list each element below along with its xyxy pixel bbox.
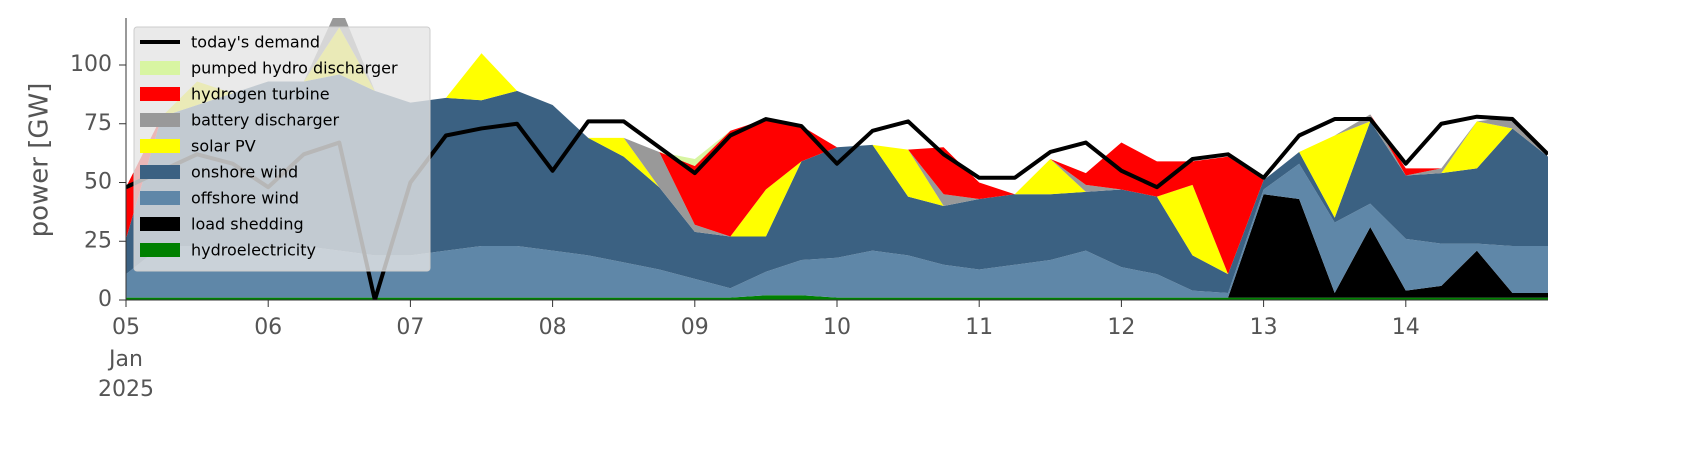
x-sublabel: Jan (107, 347, 143, 372)
x-tick-label: 05 (112, 315, 140, 340)
legend-swatch (140, 165, 180, 179)
plot-area (126, 18, 1548, 300)
x-tick-label: 08 (539, 315, 567, 340)
y-axis-label: power [GW] (25, 83, 55, 238)
legend-label: onshore wind (191, 163, 298, 182)
x-sublabel: 2025 (98, 377, 154, 402)
legend-swatch (140, 139, 180, 153)
x-tick-label: 07 (396, 315, 424, 340)
y-tick-label: 25 (84, 228, 112, 253)
x-tick-label: 13 (1250, 315, 1278, 340)
legend-swatch (140, 113, 180, 127)
legend-swatch (140, 243, 180, 257)
legend-box (133, 26, 431, 272)
legend-swatch (140, 217, 180, 231)
legend-label: pumped hydro discharger (191, 59, 398, 78)
y-tick-label: 75 (84, 111, 112, 136)
legend-label: battery discharger (191, 111, 339, 130)
y-tick-label: 50 (84, 170, 112, 195)
legend: today's demand pumped hydro discharger hyd… (133, 26, 431, 272)
legend-label: load shedding (191, 215, 304, 234)
y-tick-label: 100 (70, 52, 112, 77)
legend-swatch (140, 191, 180, 205)
area (126, 194, 1548, 298)
legend-label: hydroelectricity (191, 241, 316, 260)
x-tick-label: 09 (681, 315, 709, 340)
area (126, 27, 1548, 275)
x-tick-label: 11 (965, 315, 993, 340)
y-tick-label: 0 (98, 287, 112, 312)
area (126, 163, 1548, 298)
x-tick-label: 14 (1392, 315, 1420, 340)
legend-swatch (140, 87, 180, 101)
legend-label: offshore wind (191, 189, 299, 208)
x-tick-label: 06 (254, 315, 282, 340)
x-tick-label: 12 (1107, 315, 1135, 340)
legend-label: solar PV (191, 137, 256, 156)
x-tick-label: 10 (823, 315, 851, 340)
legend-label: today's demand (191, 33, 320, 52)
legend-label: hydrogen turbine (191, 85, 330, 104)
legend-swatch (140, 61, 180, 75)
